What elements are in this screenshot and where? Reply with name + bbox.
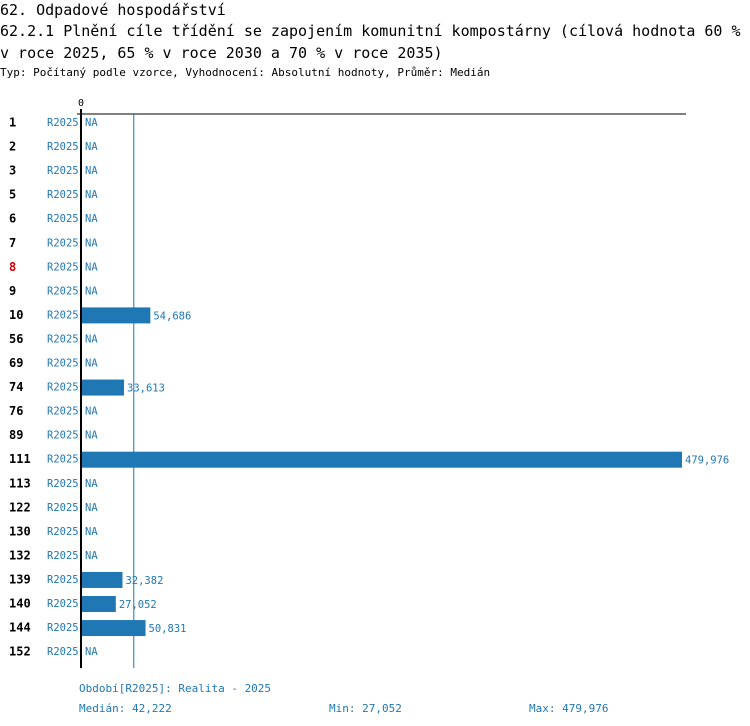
- row-period-label: R2025: [47, 550, 79, 562]
- row-period-label: R2025: [47, 646, 79, 658]
- data-label: 479,976: [685, 455, 729, 467]
- na-label: NA: [85, 213, 98, 225]
- row-period-label: R2025: [47, 478, 79, 490]
- row-id-label: 76: [9, 404, 23, 418]
- section-title: 62. Odpadové hospodářství: [0, 1, 226, 19]
- row-period-label: R2025: [47, 502, 79, 514]
- na-label: NA: [85, 117, 98, 129]
- type-line: Typ: Počítaný podle vzorce, Vyhodnocení:…: [0, 66, 491, 79]
- row-id-label: 56: [9, 332, 23, 346]
- row-id-label: 140: [9, 597, 31, 611]
- row-period-label: R2025: [47, 526, 79, 538]
- row-period-label: R2025: [47, 430, 79, 442]
- row-period-label: R2025: [47, 141, 79, 153]
- na-label: NA: [85, 430, 98, 442]
- row-id-label: 5: [9, 188, 16, 202]
- na-label: NA: [85, 502, 98, 514]
- bar: [82, 596, 116, 612]
- row-id-label: 74: [9, 380, 23, 394]
- row-period-label: R2025: [47, 165, 79, 177]
- data-label: 54,686: [153, 310, 191, 322]
- data-label: 33,613: [127, 383, 165, 395]
- row-id-label: 9: [9, 284, 16, 298]
- row-id-label: 2: [9, 140, 16, 154]
- row-period-label: R2025: [47, 574, 79, 586]
- footer-period: Období[R2025]: Realita - 2025: [79, 682, 272, 695]
- data-label: 50,831: [149, 623, 187, 635]
- na-label: NA: [85, 358, 98, 370]
- row-id-label: 132: [9, 548, 31, 562]
- bar: [82, 379, 125, 396]
- row-period-label: R2025: [47, 285, 79, 297]
- row-id-label: 122: [9, 500, 31, 514]
- row-id-label: 3: [9, 164, 16, 178]
- row-id-label: 1: [9, 116, 16, 130]
- row-period-label: R2025: [47, 406, 79, 418]
- row-id-label: 139: [9, 572, 31, 586]
- bar: [82, 620, 146, 637]
- row-period-label: R2025: [47, 213, 79, 225]
- footer-median: Medián: 42,222: [79, 702, 172, 715]
- na-label: NA: [85, 261, 98, 273]
- na-label: NA: [85, 406, 98, 418]
- indicator-title: 62.2.1 Plnění cíle třídění se zapojením …: [0, 22, 741, 62]
- footer-max: Max: 479,976: [529, 702, 609, 715]
- na-label: NA: [85, 237, 98, 249]
- row-period-label: R2025: [47, 189, 79, 201]
- row-period-label: R2025: [47, 358, 79, 370]
- row-id-label: 7: [9, 236, 16, 250]
- na-label: NA: [85, 646, 98, 658]
- row-period-label: R2025: [47, 622, 79, 634]
- na-label: NA: [85, 550, 98, 562]
- row-period-label: R2025: [47, 454, 79, 466]
- row-id-label: 89: [9, 428, 23, 442]
- na-label: NA: [85, 189, 98, 201]
- na-label: NA: [85, 165, 98, 177]
- bar: [82, 307, 151, 324]
- na-label: NA: [85, 526, 98, 538]
- row-period-label: R2025: [47, 309, 79, 321]
- row-period-label: R2025: [47, 598, 79, 610]
- row-period-label: R2025: [47, 333, 79, 345]
- footer-min: Min: 27,052: [329, 702, 402, 715]
- row-period-label: R2025: [47, 237, 79, 249]
- row-id-label: 152: [9, 645, 31, 659]
- row-id-label: 10: [9, 308, 23, 322]
- row-id-label: 144: [9, 621, 31, 635]
- data-label: 27,052: [119, 599, 157, 611]
- row-id-label: 8: [9, 260, 16, 274]
- na-label: NA: [85, 333, 98, 345]
- row-id-label: 113: [9, 476, 31, 490]
- row-period-label: R2025: [47, 261, 79, 273]
- axis-zero-label: 0: [78, 98, 84, 109]
- na-label: NA: [85, 285, 98, 297]
- bar: [82, 451, 682, 468]
- na-label: NA: [85, 141, 98, 153]
- na-label: NA: [85, 478, 98, 490]
- row-period-label: R2025: [47, 117, 79, 129]
- data-label: 32,382: [125, 575, 163, 587]
- row-period-label: R2025: [47, 382, 79, 394]
- row-id-label: 69: [9, 356, 23, 370]
- row-id-label: 111: [9, 452, 31, 466]
- row-id-label: 130: [9, 524, 31, 538]
- bar: [82, 571, 123, 588]
- row-id-label: 6: [9, 212, 16, 226]
